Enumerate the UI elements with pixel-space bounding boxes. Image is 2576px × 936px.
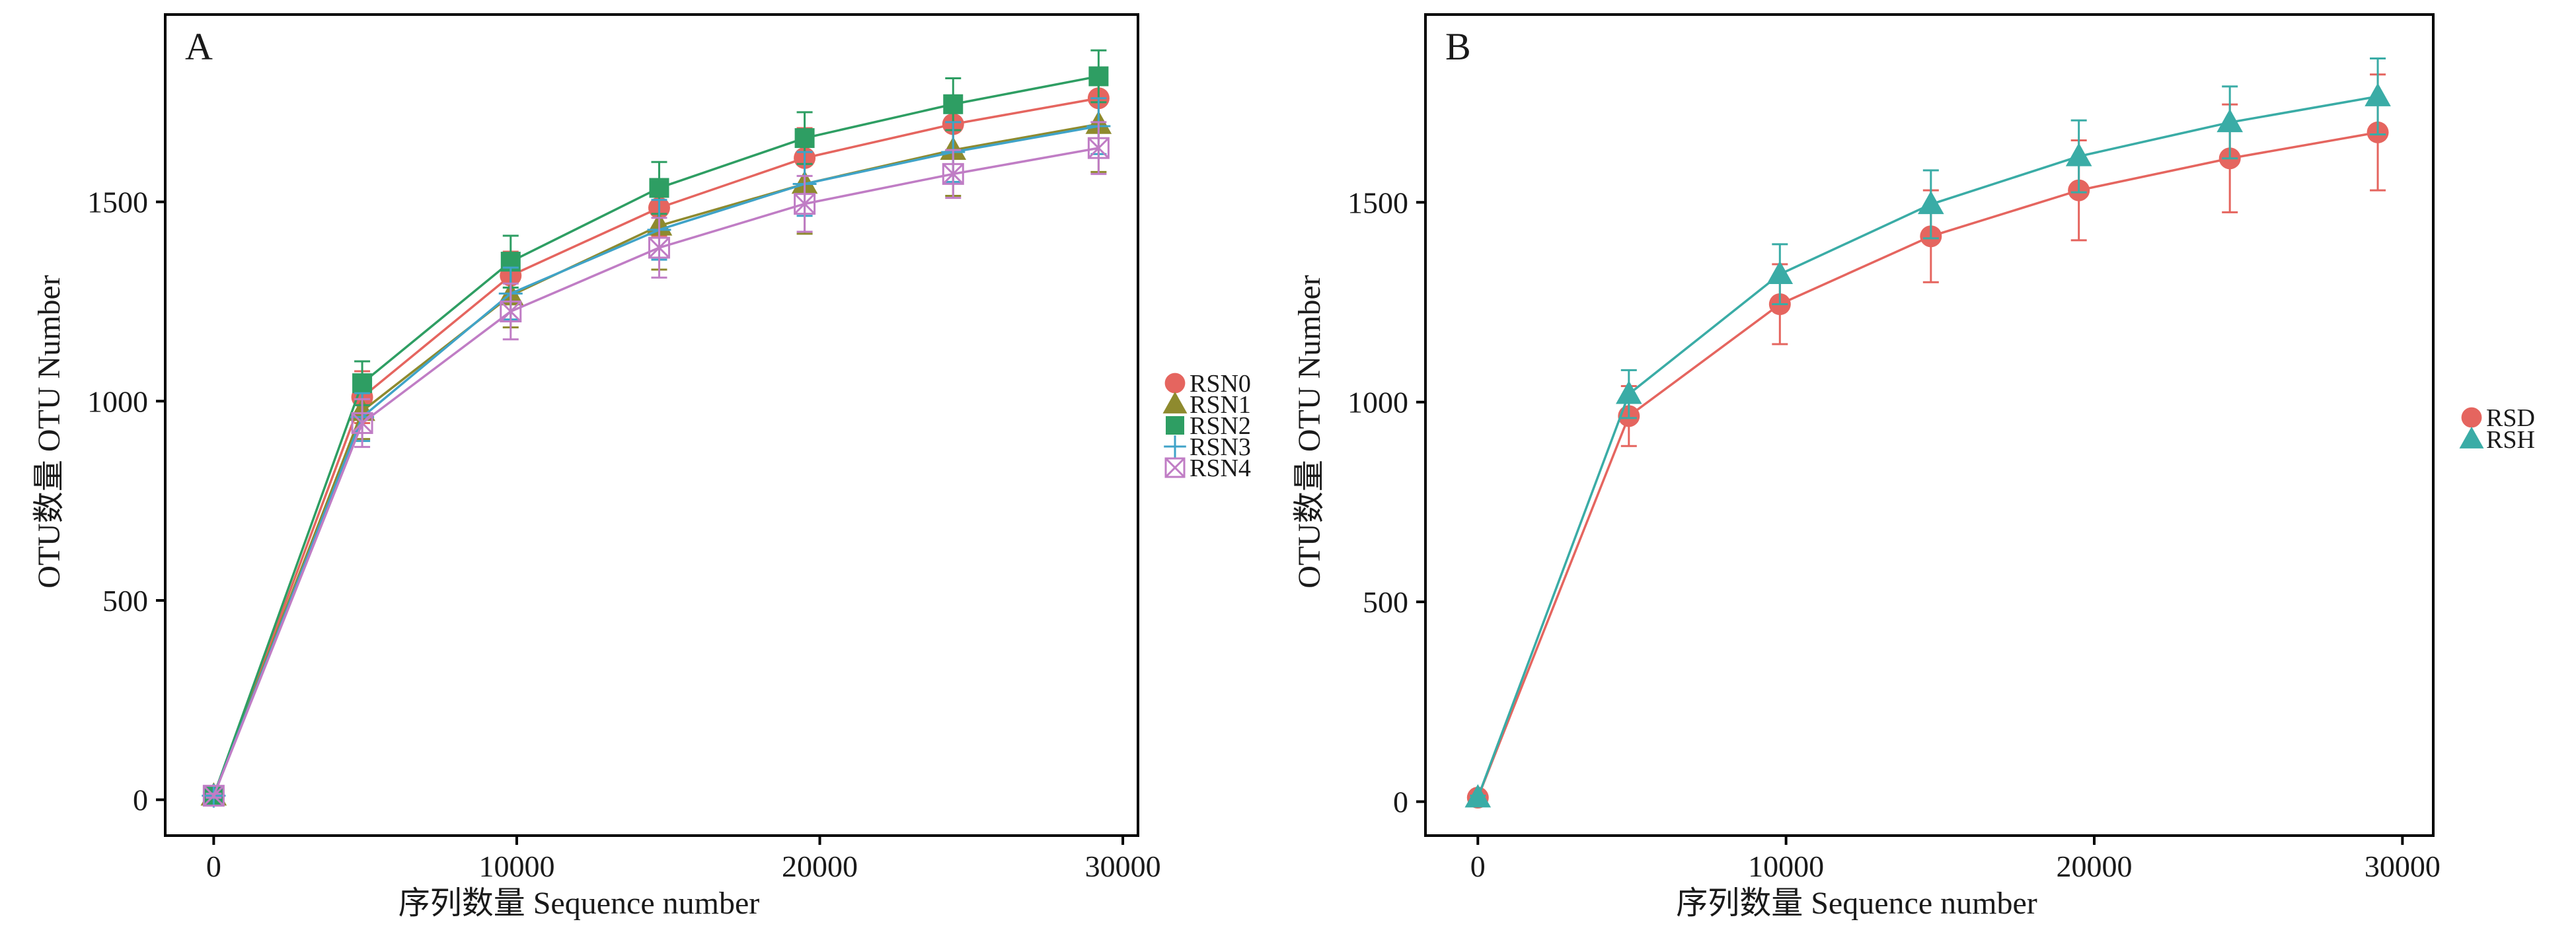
- x-tick-label: 30000: [1085, 849, 1161, 883]
- y-tick-label: 500: [102, 584, 148, 618]
- y-axis-title: OTU数量 OTU Number: [32, 275, 67, 589]
- legend-marker: [1164, 435, 1186, 458]
- data-point: [351, 412, 373, 434]
- y-tick-label: 1000: [1347, 386, 1408, 419]
- y-axis-title: OTU数量 OTU Number: [1292, 275, 1327, 589]
- x-tick-label: 0: [1470, 849, 1486, 883]
- x-tick-label: 0: [206, 849, 221, 883]
- y-tick-label: 1500: [1347, 186, 1408, 219]
- data-point: [943, 94, 964, 114]
- legend-item: RSN3: [1164, 433, 1251, 461]
- x-tick-label: 30000: [2365, 849, 2441, 883]
- legend-item: RSN4: [1164, 454, 1251, 482]
- legend-label: RSN4: [1190, 454, 1251, 482]
- legend-label: RSD: [2486, 404, 2535, 432]
- panel-b: 0 10000 20000 30000 0 500 1000 1500 序列数量 Sequenc…: [1292, 13, 2535, 921]
- y-tick-label: 1500: [87, 186, 148, 219]
- data-point: [2065, 143, 2092, 166]
- legend-label: RSN2: [1190, 412, 1251, 440]
- legend-label: RSH: [2486, 426, 2535, 454]
- y-tick-label: 0: [133, 783, 148, 817]
- plot-frame: [1424, 13, 2435, 837]
- x-axis-title: 序列数量 Sequence number: [1676, 886, 2037, 921]
- legend-marker: [1164, 373, 1186, 394]
- data-point: [2216, 108, 2244, 133]
- panel-label: B: [1445, 25, 1471, 68]
- series-rsn2: [204, 49, 1109, 806]
- x-tick-label: 10000: [478, 849, 554, 883]
- legend-label: RSN0: [1190, 370, 1251, 398]
- data-point: [1464, 784, 1492, 808]
- x-axis-title: 序列数量 Sequence number: [398, 886, 760, 921]
- x-tick-label: 10000: [1748, 849, 1824, 883]
- plot-frame: [164, 13, 1139, 837]
- data-point: [1766, 260, 1794, 285]
- series-rsn4: [202, 121, 1110, 807]
- y-tick-label: 1000: [87, 384, 148, 418]
- series-rsd: [1466, 73, 2389, 809]
- series-rsh: [1464, 57, 2391, 808]
- legend-item: RSN2: [1166, 412, 1251, 440]
- data-point: [202, 785, 225, 807]
- legend-label: RSN3: [1190, 433, 1251, 461]
- legend-marker: [1164, 457, 1186, 478]
- data-point: [1918, 190, 1944, 215]
- data-point: [794, 193, 816, 215]
- data-point: [649, 178, 669, 198]
- panel-a: 0 10000 20000 30000 0 500 1000 1500 序列数量 Sequenc…: [32, 13, 1251, 921]
- legend-item: RSN0: [1164, 370, 1251, 398]
- data-point: [1615, 380, 1642, 404]
- data-point: [500, 301, 522, 323]
- y-tick-label: 500: [1363, 585, 1408, 619]
- data-point: [1087, 137, 1110, 159]
- x-tick-label: 20000: [2057, 849, 2133, 883]
- data-point: [352, 373, 373, 394]
- data-point: [1088, 66, 1109, 87]
- panel-label: A: [185, 25, 213, 68]
- legend-item: RSH: [2459, 426, 2535, 454]
- y-tick-label: 0: [1393, 785, 1408, 819]
- data-point: [794, 128, 815, 149]
- data-point: [2365, 83, 2391, 106]
- legend-marker: [2461, 407, 2482, 428]
- legend-item: RSN1: [1162, 391, 1251, 419]
- data-point: [942, 162, 964, 185]
- legend-marker: [1166, 416, 1184, 435]
- legend-marker: [2459, 426, 2484, 449]
- legend-marker: [1162, 391, 1188, 414]
- legend-item: RSD: [2461, 404, 2535, 432]
- legend-label: RSN1: [1190, 391, 1251, 419]
- x-tick-label: 20000: [782, 849, 858, 883]
- data-point: [648, 236, 670, 259]
